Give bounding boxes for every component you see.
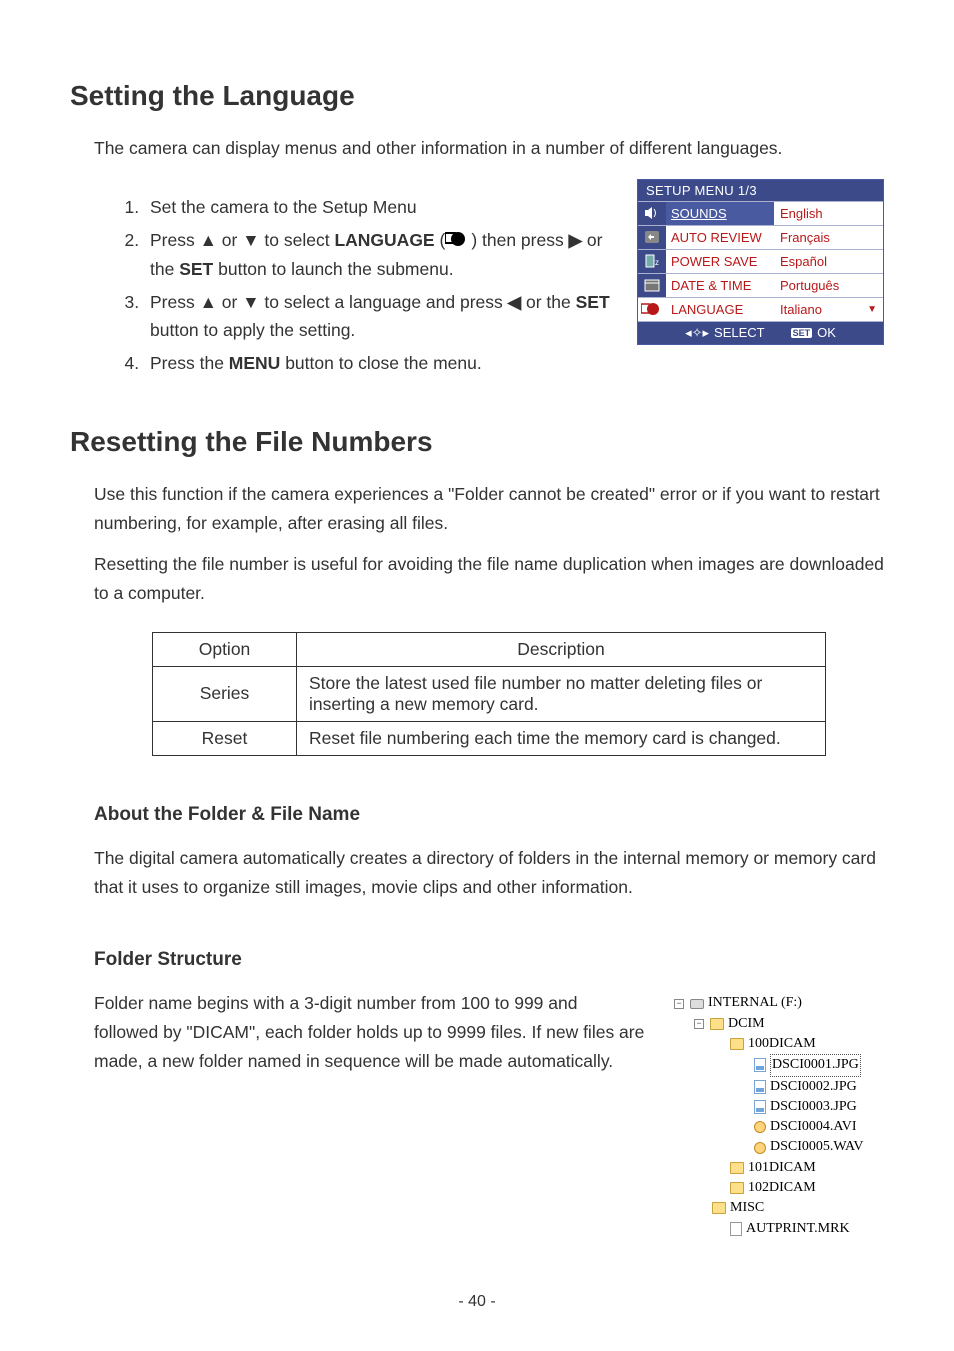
folder-icon [730, 1038, 744, 1050]
left-arrow-icon: ◀ [508, 292, 521, 312]
sounds-icon [638, 202, 666, 225]
language-icon [445, 230, 471, 246]
image-file-icon [754, 1058, 766, 1072]
setup-row-language: LANGUAGE Italiano▼ [638, 297, 883, 321]
setup-menu-screenshot: SETUP MENU 1/3 SOUNDS English AUTO REVIE… [637, 179, 884, 345]
reset-para-2: Resetting the file number is useful for … [94, 550, 884, 608]
image-file-icon [754, 1100, 766, 1114]
reset-para-1: Use this function if the camera experien… [94, 480, 884, 538]
folder-structure-para: Folder name begins with a 3-digit number… [94, 989, 645, 1076]
language-row-icon [638, 298, 666, 321]
steps-list: Set the camera to the Setup Menu Press ▲… [94, 193, 617, 378]
up-arrow-icon: ▲ [200, 230, 217, 250]
table-header-row: Option Description [153, 632, 826, 666]
folder-icon [730, 1162, 744, 1174]
step-2: Press ▲ or ▼ to select LANGUAGE () then … [144, 226, 617, 284]
minus-icon: − [674, 999, 684, 1009]
table-row: Series Store the latest used file number… [153, 666, 826, 721]
col-option: Option [153, 632, 297, 666]
down-arrow-icon: ▼ [242, 292, 259, 312]
step-4: Press the MENU button to close the menu. [144, 349, 617, 378]
folder-tree-diagram: −INTERNAL (F:) −DCIM 100DICAM DSCI0001.J… [669, 989, 884, 1239]
heading-resetting: Resetting the File Numbers [70, 426, 884, 458]
autoreview-icon [638, 226, 666, 249]
datetime-icon [638, 274, 666, 297]
media-file-icon [754, 1142, 766, 1154]
section-setting-language: Setting the Language The camera can disp… [70, 80, 884, 382]
folder-icon [712, 1202, 726, 1214]
intro-text: The camera can display menus and other i… [94, 134, 884, 163]
svg-text:z: z [655, 258, 659, 267]
heading-setting-language: Setting the Language [70, 80, 884, 112]
page-number: - 40 - [0, 1293, 954, 1311]
section-resetting-file-numbers: Resetting the File Numbers Use this func… [70, 426, 884, 1239]
col-description: Description [297, 632, 826, 666]
mrk-file-icon [730, 1222, 742, 1236]
setup-row-autoreview: AUTO REVIEW Français [638, 225, 883, 249]
setup-row-powersave: z POWER SAVE Español [638, 249, 883, 273]
right-arrow-icon: ▶ [569, 230, 582, 250]
set-badge: SET [791, 328, 813, 338]
setup-row-sounds: SOUNDS English [638, 201, 883, 225]
heading-folder-structure: Folder Structure [94, 949, 884, 971]
down-arrow-icon: ▼ [242, 230, 259, 250]
up-arrow-icon: ▲ [200, 292, 217, 312]
folder-icon [710, 1018, 724, 1030]
table-row: Reset Reset file numbering each time the… [153, 721, 826, 755]
setup-menu-header: SETUP MENU 1/3 [638, 180, 883, 201]
setup-menu-footer: ◂✧▸SELECT SETOK [638, 321, 883, 344]
media-file-icon [754, 1121, 766, 1133]
step-3: Press ▲ or ▼ to select a language and pr… [144, 288, 617, 346]
step-1: Set the camera to the Setup Menu [144, 193, 617, 222]
chevron-down-icon: ▼ [867, 304, 877, 315]
nav-arrows-icon: ◂✧▸ [685, 325, 709, 341]
powersave-icon: z [638, 250, 666, 273]
setup-row-datetime: DATE & TIME Português [638, 273, 883, 297]
image-file-icon [754, 1080, 766, 1094]
drive-icon [690, 999, 704, 1009]
minus-icon: − [694, 1019, 704, 1029]
folder-file-para: The digital camera automatically creates… [94, 844, 884, 902]
folder-icon [730, 1182, 744, 1194]
heading-folder-file: About the Folder & File Name [94, 804, 884, 826]
options-table: Option Description Series Store the late… [152, 632, 826, 756]
